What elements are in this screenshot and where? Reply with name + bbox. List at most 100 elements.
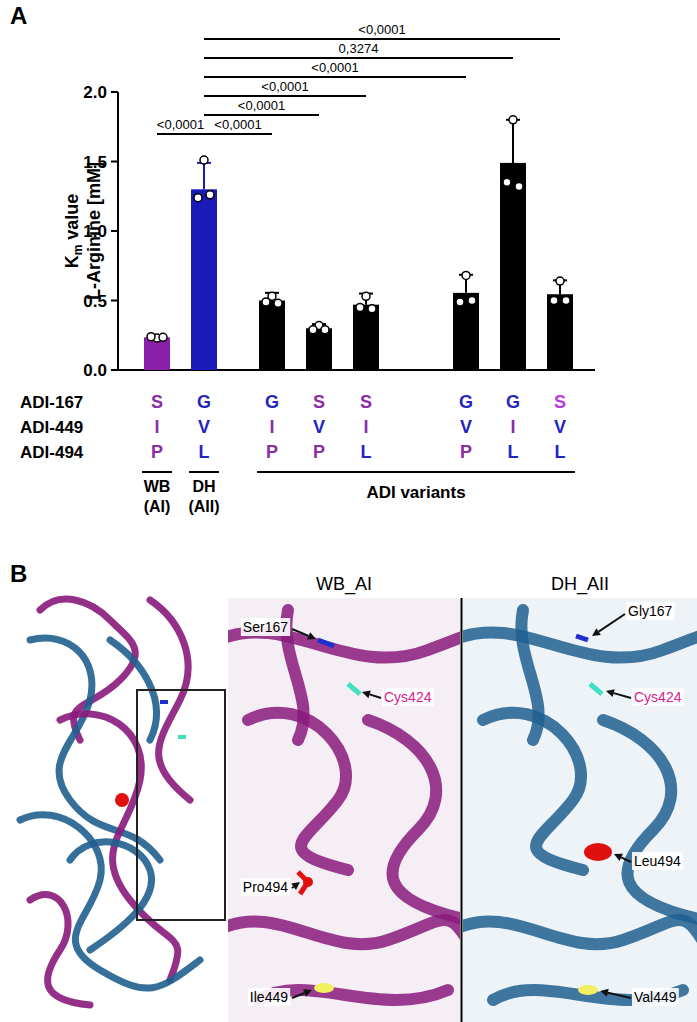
residue-markers — [298, 636, 612, 995]
group-label: DH — [192, 478, 215, 495]
residue-marker — [318, 640, 334, 646]
bar — [500, 163, 526, 370]
residue-marker — [590, 684, 602, 694]
group-line — [257, 471, 575, 473]
ribbon — [30, 895, 90, 1005]
group-line — [189, 471, 219, 473]
data-point — [462, 271, 470, 279]
bar — [547, 294, 573, 370]
residue: S — [313, 392, 325, 412]
residue-marker — [314, 983, 334, 993]
zoom-ground — [228, 598, 460, 1022]
bar — [259, 301, 285, 371]
residue: S — [151, 392, 163, 412]
data-point — [556, 277, 564, 285]
overview-structure — [20, 599, 225, 1005]
ribbon — [368, 720, 460, 920]
arrow — [614, 693, 631, 698]
residue: G — [197, 392, 211, 412]
row-label: ADI-167 — [20, 393, 83, 412]
data-point — [503, 178, 511, 186]
bar — [306, 328, 332, 370]
label-patch — [632, 688, 684, 706]
data-point — [509, 116, 517, 124]
label-patch — [241, 878, 290, 896]
residue-marker — [178, 735, 186, 739]
arrow-head — [614, 854, 623, 861]
data-point — [515, 183, 523, 191]
arrow — [608, 993, 631, 998]
arrow-head — [592, 628, 601, 636]
arrow-head — [291, 882, 300, 890]
group-label: (AI) — [144, 498, 171, 515]
residue: V — [198, 417, 210, 437]
label-patch — [632, 988, 679, 1006]
residue: I — [154, 417, 159, 437]
residue: L — [361, 442, 372, 462]
label-patch — [632, 852, 683, 870]
residue: V — [554, 417, 566, 437]
zoom-structure — [463, 598, 697, 1022]
y-tick — [111, 161, 118, 163]
label-patch — [248, 988, 290, 1006]
residue-marker — [576, 636, 588, 640]
arrow-head — [307, 632, 316, 639]
structure-labels: Ser167Cys424Pro494Ile449Gly167Cys424Leu4… — [241, 602, 684, 1006]
residue: L — [555, 442, 566, 462]
residue: V — [460, 417, 472, 437]
y-tick — [111, 91, 118, 93]
panel-letter: A — [10, 2, 27, 29]
error-bar — [512, 120, 514, 163]
arrow-head — [606, 689, 615, 697]
data-point — [194, 194, 202, 202]
data-point — [321, 326, 329, 334]
residue-label: Ser167 — [243, 619, 288, 635]
ribbon — [603, 720, 697, 920]
row-label: ADI-494 — [20, 443, 84, 462]
y-tick-label: 0.0 — [83, 361, 107, 380]
label-patch — [382, 688, 434, 706]
data-point — [262, 298, 270, 306]
comparison-bracket — [204, 76, 466, 78]
group-label: WB — [144, 478, 171, 495]
residue: P — [266, 442, 278, 462]
figure: AB0.00.51.01.52.0Km valueL-Arginine [mM]… — [0, 0, 697, 1022]
bar — [353, 305, 379, 370]
zoom-structure — [228, 598, 460, 1022]
arrow-head — [303, 989, 312, 996]
residue: G — [506, 392, 520, 412]
p-value: <0,0001 — [238, 98, 285, 113]
y-label-part: K — [62, 255, 82, 268]
residue-label: Cys424 — [634, 689, 682, 705]
comparison-bracket — [204, 38, 560, 40]
p-value: <0,0001 — [214, 117, 261, 132]
data-point — [356, 303, 364, 311]
arrow-head — [362, 691, 371, 699]
data-point — [206, 191, 214, 199]
ribbon — [228, 920, 460, 960]
residue: S — [360, 392, 372, 412]
residue-label: Pro494 — [243, 879, 288, 895]
residue: G — [265, 392, 279, 412]
p-value: 0,3274 — [339, 41, 379, 56]
p-value: <0,0001 — [261, 79, 308, 94]
comparison-bracket — [204, 133, 272, 135]
residue: S — [554, 392, 566, 412]
data-point — [309, 326, 317, 334]
y-tick — [111, 369, 118, 371]
y-tick-label: 2.0 — [83, 83, 107, 102]
zoom-frame — [137, 690, 225, 920]
bar — [453, 293, 479, 370]
residue-label: Cys424 — [384, 689, 432, 705]
y-tick — [111, 230, 118, 232]
group-line — [142, 471, 172, 473]
panel-title: DH_AII — [551, 574, 609, 595]
residue-label: Gly167 — [628, 603, 673, 619]
residue: L — [199, 442, 210, 462]
y-label-part: value — [62, 194, 82, 245]
data-point — [200, 156, 208, 164]
comparison-bracket — [204, 114, 319, 116]
data-point — [456, 298, 464, 306]
comparison-bracket — [204, 95, 366, 97]
p-value: <0,0001 — [311, 60, 358, 75]
